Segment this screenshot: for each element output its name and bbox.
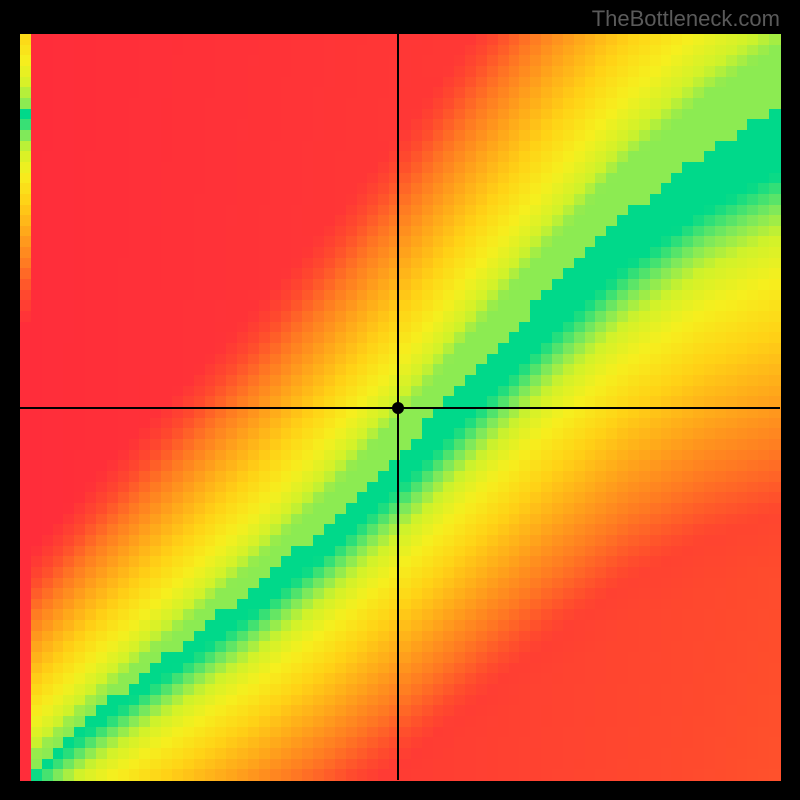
watermark-text: TheBottleneck.com xyxy=(592,6,780,32)
bottleneck-heatmap xyxy=(20,34,780,780)
heatmap-cell xyxy=(769,769,781,781)
marker-dot xyxy=(392,402,404,414)
